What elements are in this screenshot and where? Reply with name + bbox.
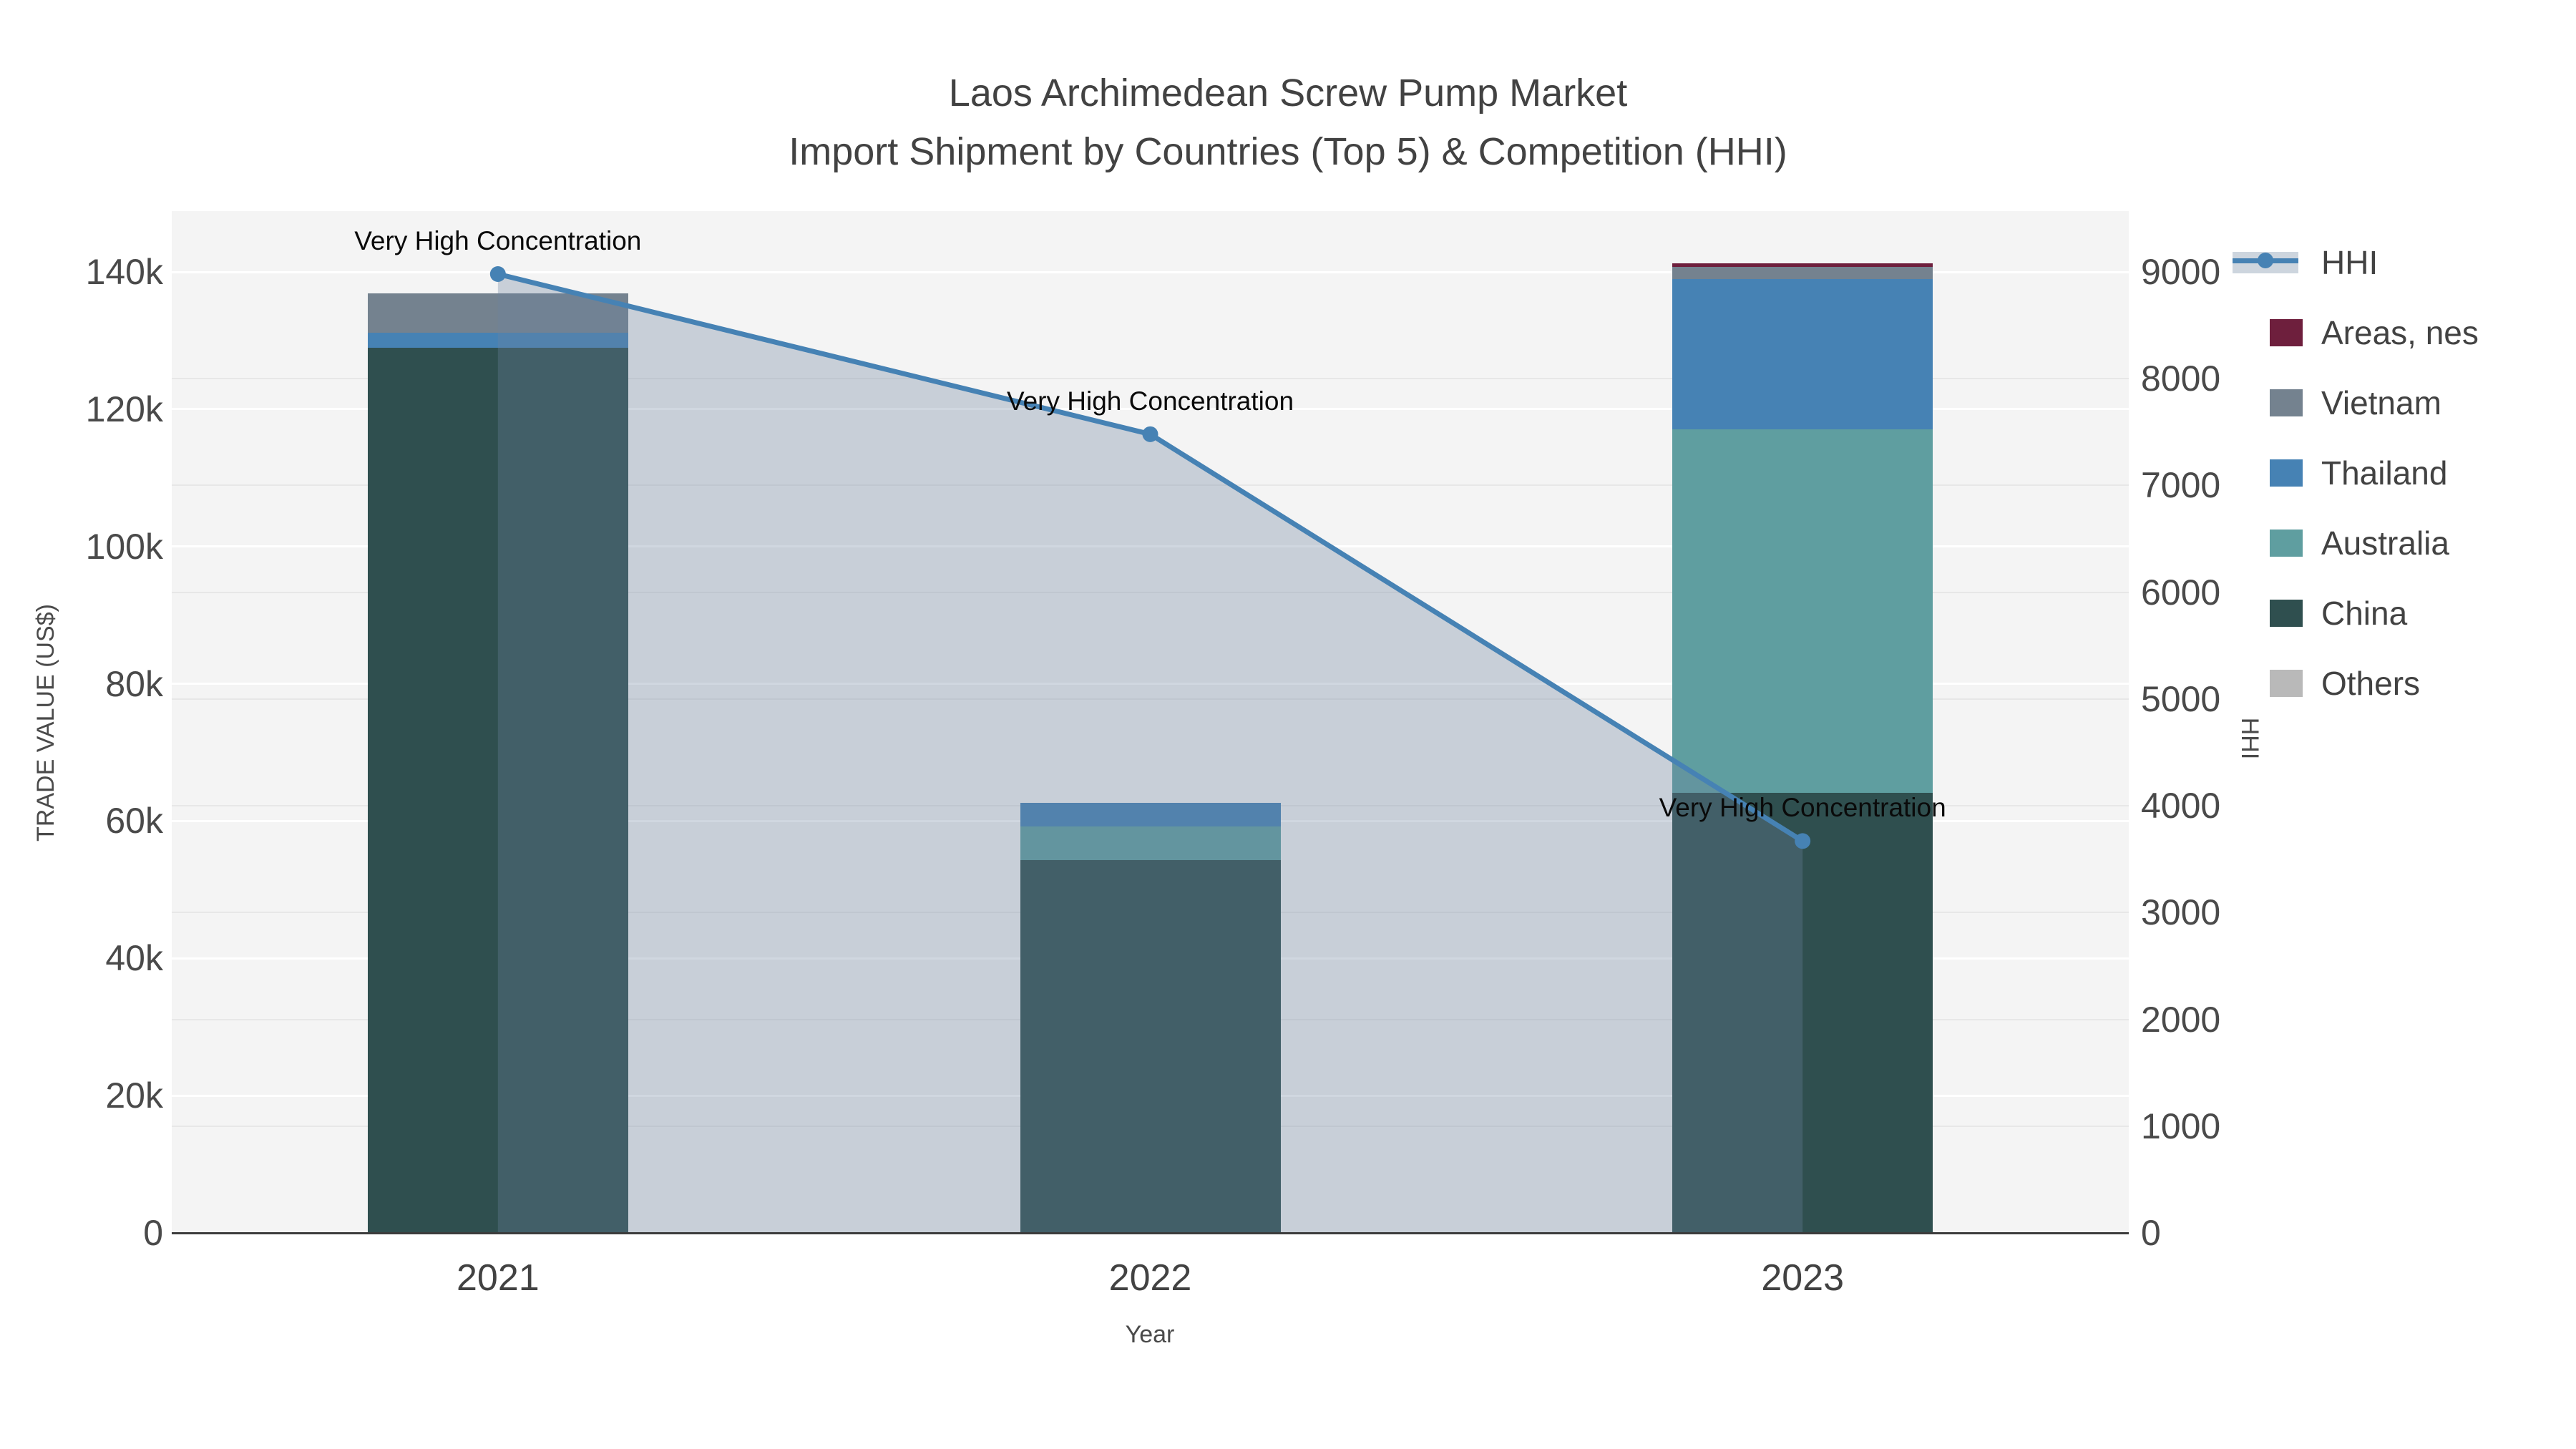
legend-swatch-col-thailand [2233, 459, 2321, 487]
y-right-tick-3000: 3000 [2141, 892, 2221, 933]
hhi-line-layer [489, 265, 1811, 1233]
y-left-tick-80k: 80k [105, 663, 163, 704]
legend-swatch-col-areas-nes [2233, 319, 2321, 346]
y-right-tick-1000: 1000 [2141, 1106, 2221, 1146]
bar-segment-areas-nes-2023[interactable] [1672, 263, 1933, 268]
legend-swatch-col-australia [2233, 530, 2321, 557]
gridline-trade-value [172, 683, 2129, 686]
bar-segment-china-2022[interactable] [1020, 860, 1281, 1233]
x-axis-line [172, 1232, 2129, 1234]
y-right-tick-4000: 4000 [2141, 786, 2221, 826]
gridline-hhi [172, 698, 2129, 700]
legend-swatch-col-hhi [2233, 252, 2321, 273]
annotation-2021: Very High Concentration [354, 225, 642, 255]
legend-item-hhi[interactable]: HHI [2233, 228, 2569, 298]
gridline-hhi [172, 484, 2129, 487]
x-axis-title: Year [1125, 1321, 1175, 1348]
hhi-point-2022[interactable] [1142, 426, 1158, 442]
legend-item-australia[interactable]: Australia [2233, 508, 2569, 578]
y-axis-right-title: HHI [2236, 717, 2263, 760]
y-left-tick-20k: 20k [105, 1075, 163, 1116]
areas-nes-swatch-icon [2270, 319, 2303, 346]
legend-item-others[interactable]: Others [2233, 648, 2569, 718]
plot-area: Very High Concentration Very High Concent… [172, 211, 2129, 1233]
x-tick-2021: 2021 [456, 1257, 540, 1299]
y-right-tick-7000: 7000 [2141, 465, 2221, 506]
legend-item-areas-nes[interactable]: Areas, nes [2233, 298, 2569, 368]
vietnam-swatch-icon [2270, 389, 2303, 416]
y-right-tick-0: 0 [2141, 1213, 2161, 1253]
y-right-tick-8000: 8000 [2141, 358, 2221, 399]
y-axis-left-title: TRADE VALUE (US$) [32, 604, 59, 841]
y-left-tick-0: 0 [143, 1213, 163, 1253]
legend-swatch-col-others [2233, 670, 2321, 697]
annotation-2023: Very High Concentration [1659, 793, 1946, 823]
chart-subtitle: Import Shipment by Countries (Top 5) & C… [789, 130, 1787, 173]
y-left-tick-100k: 100k [85, 526, 163, 567]
bar-segment-thailand-2021[interactable] [367, 333, 628, 348]
legend-label-thailand: Thailand [2321, 454, 2448, 492]
y-right-tick-6000: 6000 [2141, 572, 2221, 613]
legend-label-china: China [2321, 595, 2408, 632]
bar-segment-china-2023[interactable] [1672, 793, 1933, 1233]
hhi-point-2021[interactable] [489, 265, 506, 282]
australia-swatch-icon [2270, 530, 2303, 557]
legend-label-vietnam: Vietnam [2321, 384, 2441, 421]
legend-swatch-col-china [2233, 600, 2321, 627]
gridline-trade-value [172, 270, 2129, 273]
bar-segment-australia-2023[interactable] [1672, 429, 1933, 794]
legend-label-hhi: HHI [2321, 244, 2379, 281]
y-left-tick-40k: 40k [105, 938, 163, 979]
bar-segment-australia-2022[interactable] [1020, 826, 1281, 861]
legend-item-china[interactable]: China [2233, 578, 2569, 648]
legend: HHI Areas, nes Vietnam Thailand Australia Chi… [2221, 228, 2569, 718]
legend-label-areas-nes: Areas, nes [2321, 314, 2479, 351]
thailand-swatch-icon [2270, 459, 2303, 487]
others-swatch-icon [2270, 670, 2303, 697]
legend-swatch-col-vietnam [2233, 389, 2321, 416]
legend-label-australia: Australia [2321, 525, 2449, 562]
gridline-hhi [172, 378, 2129, 380]
gridline-hhi [172, 591, 2129, 593]
bar-segment-china-2021[interactable] [367, 348, 628, 1233]
hhi-area-fill [497, 273, 1803, 1233]
bar-segment-vietnam-2021[interactable] [367, 293, 628, 333]
y-left-tick-120k: 120k [85, 389, 163, 429]
china-swatch-icon [2270, 600, 2303, 627]
y-left-tick-60k: 60k [105, 801, 163, 841]
legend-item-thailand[interactable]: Thailand [2233, 438, 2569, 508]
annotation-2022: Very High Concentration [1006, 386, 1294, 416]
chart-title: Laos Archimedean Screw Pump Market [948, 72, 1628, 114]
hhi-line-swatch-icon [2233, 252, 2298, 273]
hhi-point-2023[interactable] [1795, 833, 1811, 849]
y-right-tick-9000: 9000 [2141, 252, 2221, 292]
gridline-trade-value [172, 545, 2129, 548]
bar-segment-thailand-2023[interactable] [1672, 278, 1933, 429]
y-right-tick-2000: 2000 [2141, 999, 2221, 1040]
legend-label-others: Others [2321, 665, 2421, 702]
bar-segment-thailand-2022[interactable] [1020, 802, 1281, 827]
y-right-tick-5000: 5000 [2141, 678, 2221, 719]
hhi-marker-glyph [2258, 253, 2273, 268]
legend-item-vietnam[interactable]: Vietnam [2233, 368, 2569, 438]
bar-segment-vietnam-2023[interactable] [1672, 267, 1933, 279]
x-tick-2022: 2022 [1108, 1257, 1192, 1299]
y-left-tick-140k: 140k [85, 252, 163, 292]
gridline-trade-value [172, 408, 2129, 411]
x-tick-2023: 2023 [1761, 1257, 1844, 1299]
